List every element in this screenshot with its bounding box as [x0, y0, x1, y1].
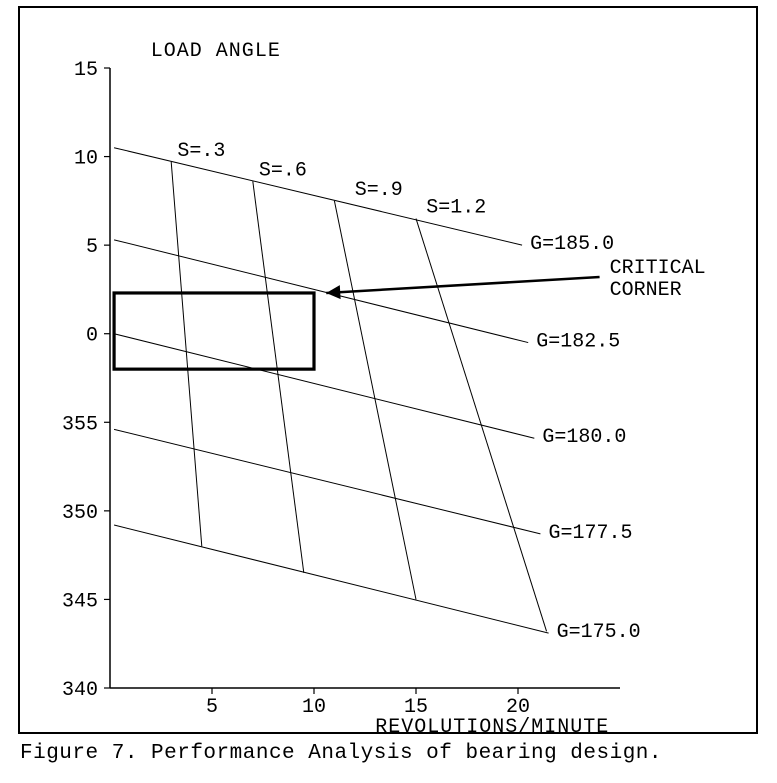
- y-axis-title: LOAD ANGLE: [151, 40, 281, 63]
- critical-label-line2: CORNER: [610, 279, 682, 302]
- y-tick-label: 0: [86, 325, 98, 348]
- chart-frame: 3403453503550510155101520LOAD ANGLEREVOL…: [18, 6, 758, 734]
- s-line: [334, 201, 416, 600]
- page: 3403453503550510155101520LOAD ANGLEREVOL…: [0, 0, 777, 783]
- s-line-label: S=1.2: [426, 197, 486, 220]
- operating-box: [114, 293, 314, 369]
- g-line: [114, 525, 549, 633]
- y-tick-label: 15: [74, 59, 98, 82]
- y-tick-label: 350: [62, 502, 98, 525]
- s-line-label: S=.9: [355, 179, 403, 202]
- y-tick-label: 355: [62, 413, 98, 436]
- s-line: [253, 181, 304, 572]
- g-line-label: G=182.5: [536, 331, 620, 354]
- g-line-label: G=180.0: [542, 426, 626, 449]
- s-line-label: S=.3: [177, 140, 225, 163]
- critical-arrow: [326, 277, 599, 293]
- x-tick-label: 10: [302, 696, 326, 719]
- critical-arrowhead-icon: [326, 285, 340, 299]
- chart-svg: 3403453503550510155101520LOAD ANGLEREVOL…: [20, 8, 756, 732]
- s-line-label: S=.6: [259, 159, 307, 182]
- g-line-label: G=177.5: [548, 522, 632, 545]
- y-tick-label: 5: [86, 236, 98, 259]
- critical-label-line1: CRITICAL: [610, 257, 706, 280]
- y-tick-label: 345: [62, 590, 98, 613]
- g-line-label: G=185.0: [530, 233, 614, 256]
- g-line: [114, 334, 534, 439]
- x-axis-title: REVOLUTIONS/MINUTE: [375, 716, 609, 732]
- y-tick-label: 340: [62, 679, 98, 702]
- g-line: [114, 240, 528, 343]
- x-tick-label: 5: [206, 696, 218, 719]
- g-line-label: G=175.0: [557, 621, 641, 644]
- g-line: [114, 429, 540, 534]
- y-tick-label: 10: [74, 148, 98, 171]
- figure-caption: Figure 7. Performance Analysis of bearin…: [20, 742, 662, 765]
